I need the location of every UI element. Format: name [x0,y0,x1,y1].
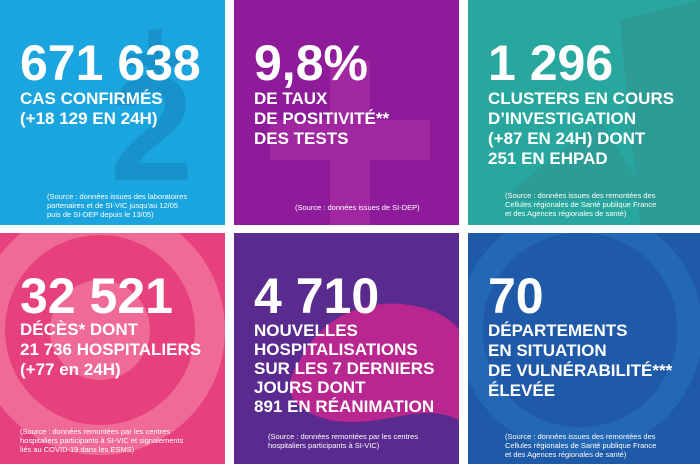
source-note: et des Agences régionales de santé) [505,450,627,459]
deco: 2 + [110,0,193,212]
tile-line: DE POSITIVITÉ** [254,109,389,128]
source-note: et des Agences régionales de santé) [505,209,627,218]
deco [290,303,459,423]
tile-line: D’INVESTIGATION [488,109,636,128]
deco [270,60,430,225]
tile-line: JOURS DONT [254,378,366,397]
svg-text:2: 2 [110,44,193,212]
tile-line: CAS CONFIRMÉS [20,89,163,108]
tile-line: DÉPARTEMENTS [488,321,627,340]
big-number: 9,8% [254,35,368,91]
tile-line: DES TESTS [254,129,348,148]
source-note: Cellules régionales de Santé publique Fr… [505,441,656,450]
tile-line: NOUVELLES [254,321,358,340]
tile-line: DE TAUX [254,89,328,108]
source-note: liés au COVID-19 dans les ESMS) [20,445,135,454]
tile-line: SUR LES 7 DERNIERS [254,359,434,378]
source-note: (Source : données issues de SI-DEP) [295,203,420,212]
source-note: puis de SI-DEP depuis le 13/05) [47,210,154,219]
big-number: 32 521 [20,268,173,324]
deco [500,0,700,225]
tile-bg [0,0,225,225]
deco [0,233,225,455]
tile-line: HOSPITALISATIONS [254,340,418,359]
source-note: (Source : données issues des laboratoire… [47,192,187,201]
big-number: 1 296 [488,35,613,91]
source-note: (Source : données remontées par les cent… [268,432,418,441]
tile-line: EN SITUATION [488,341,607,360]
source-note: (Source : données issues des remontées d… [505,191,656,200]
tile-line: ÉLEVÉE [488,381,555,400]
svg-text:+: + [120,0,190,126]
tile-line: DÉCÈS* DONT [20,320,139,339]
source-note: (Source : données remontées par les cent… [20,427,170,436]
tile-line: 891 EN RÉANIMATION [254,397,434,416]
source-note: partenaires et de SI-VIC jusqu'au 12/05 [47,201,178,210]
tile-line: 251 EN EHPAD [488,149,608,168]
deco [468,233,700,453]
tile-line: (+87 EN 24H) DONT [488,129,646,148]
tile-line: (+18 129 EN 24H) [20,109,158,128]
big-number: 671 638 [20,35,201,91]
source-note: hospitaliers participants à SI-VIC et si… [20,436,184,445]
tile-line: CLUSTERS EN COURS [488,89,674,108]
big-number: 70 [488,268,544,324]
big-number: 4 710 [254,268,379,324]
source-note: (Source : données issues des remontées d… [505,432,656,441]
tile-line: (+77 en 24H) [20,360,121,379]
source-note: hospitaliers participants à SI-VIC) [268,441,380,450]
tile-line: 21 736 HOSPITALIERS [20,340,201,359]
source-note: Cellules régionales de Santé publique Fr… [505,200,656,209]
tile-line: DE VULNÉRABILITÉ*** [488,361,673,380]
